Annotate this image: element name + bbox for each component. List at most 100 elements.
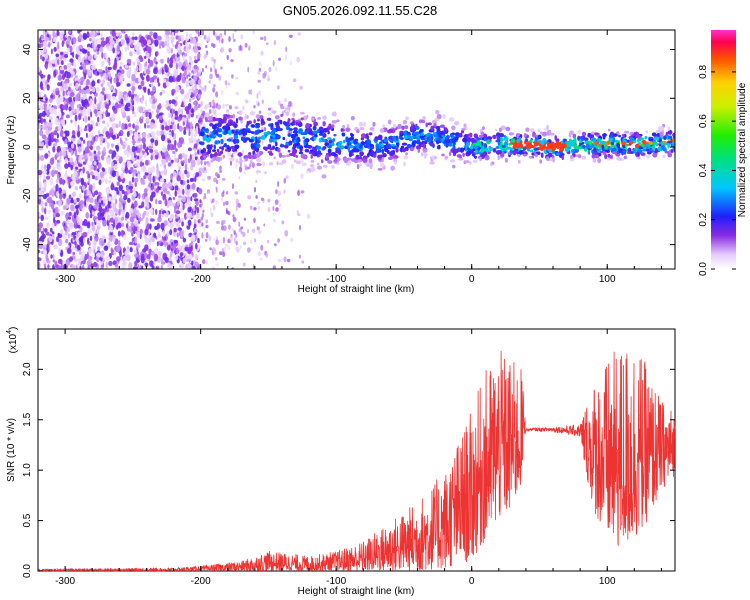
heat-cell <box>83 128 88 132</box>
heat-cell <box>242 231 246 237</box>
heat-cell <box>81 250 86 255</box>
heat-cell <box>187 212 191 217</box>
heat-cell <box>206 36 210 42</box>
heat-cell <box>78 193 83 199</box>
heat-cell <box>160 222 165 230</box>
heat-cell <box>128 262 133 269</box>
heat-cell <box>157 35 162 41</box>
heat-cell <box>51 169 55 178</box>
heat-cell <box>210 42 214 47</box>
heat-cell <box>175 210 181 214</box>
heat-cell <box>84 199 87 207</box>
heat-cell <box>239 245 242 249</box>
heat-cell <box>119 91 124 96</box>
heat-cell <box>58 113 62 119</box>
heat-cell <box>48 209 51 215</box>
heat-cell <box>52 264 55 269</box>
heat-cell <box>120 193 122 201</box>
heat-cell <box>123 234 127 241</box>
heat-cell <box>69 157 74 163</box>
heat-cell <box>70 180 75 187</box>
heat-cell <box>57 41 60 49</box>
heat-cell <box>209 73 213 80</box>
heat-cell <box>44 44 47 53</box>
heat-cell <box>174 110 178 116</box>
heat-cell <box>193 55 197 60</box>
heat-cell <box>235 232 238 239</box>
heat-cell <box>129 130 132 136</box>
heat-cell <box>42 30 46 37</box>
heat-cell <box>196 211 200 219</box>
heat-cell <box>38 212 41 217</box>
heat-cell <box>97 150 101 156</box>
heat-cell <box>156 51 159 56</box>
heat-cell <box>40 230 45 235</box>
heat-cell <box>137 212 142 218</box>
heat-cell <box>96 222 101 227</box>
heat-cell <box>138 193 141 200</box>
heat-cell <box>185 189 190 196</box>
heat-cell <box>70 119 73 124</box>
heat-cell <box>161 152 165 160</box>
heat-cell <box>187 219 192 226</box>
heat-cell <box>58 58 61 65</box>
heat-cell <box>128 225 132 232</box>
heat-cell <box>166 230 170 237</box>
heat-cell <box>106 112 111 117</box>
heat-cell <box>83 153 88 160</box>
heat-cell <box>113 250 117 256</box>
heat-cell <box>298 254 301 259</box>
heat-cell <box>144 172 149 176</box>
heat-cell <box>150 165 156 173</box>
heat-cell <box>194 151 198 156</box>
heat-cell <box>100 32 103 39</box>
heat-cell <box>196 206 200 214</box>
heat-cell <box>272 60 275 67</box>
heat-cell <box>93 43 96 50</box>
heat-cell <box>102 219 107 227</box>
heat-cell <box>44 228 48 233</box>
heat-cell <box>158 200 162 205</box>
heat-cell <box>158 152 162 160</box>
heat-cell <box>164 63 167 70</box>
heat-cell <box>38 261 41 269</box>
heat-cell <box>197 103 201 109</box>
heat-cell <box>139 36 145 44</box>
heat-cell <box>226 191 229 195</box>
heat-cell <box>174 57 177 62</box>
heat-cell <box>68 96 73 103</box>
heat-cell <box>115 153 119 161</box>
heat-cell <box>130 43 134 48</box>
heat-cell <box>190 240 194 248</box>
heat-cell <box>235 91 239 96</box>
heat-cell <box>55 126 60 132</box>
heat-cell <box>94 252 97 258</box>
heat-cell <box>113 220 116 228</box>
heat-cell <box>193 143 198 150</box>
heat-cell <box>53 130 58 136</box>
heat-cell <box>209 198 213 202</box>
heat-cell <box>39 104 45 110</box>
heat-cell <box>129 39 135 44</box>
heat-cell <box>116 245 121 252</box>
heat-cell <box>81 185 86 191</box>
heat-cell <box>85 88 91 94</box>
heat-cell <box>39 81 43 88</box>
heat-cell <box>114 191 117 199</box>
heat-cell <box>260 36 264 41</box>
heat-cell <box>187 80 190 88</box>
heat-cell <box>243 217 247 221</box>
heat-cell <box>147 39 152 45</box>
heat-cell <box>40 164 44 171</box>
heat-cell <box>98 206 103 213</box>
heat-cell <box>222 219 226 225</box>
heat-cell <box>144 152 148 158</box>
heat-cell <box>106 81 111 87</box>
heat-cell <box>272 212 277 216</box>
heat-cell <box>195 243 198 250</box>
heat-cell <box>181 244 186 253</box>
heat-cell <box>189 137 192 144</box>
heat-cell <box>51 222 55 229</box>
heat-cell <box>67 233 70 239</box>
heat-cell <box>84 146 89 154</box>
